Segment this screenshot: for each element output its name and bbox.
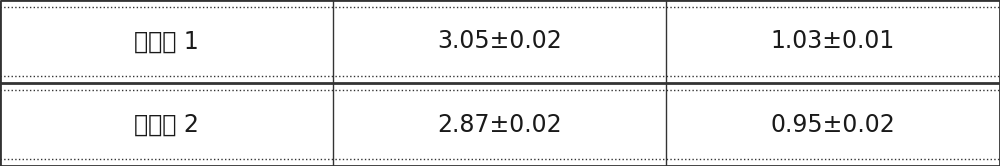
Text: 1.03±0.01: 1.03±0.01 [771,30,895,53]
Text: 对比例 2: 对比例 2 [134,113,199,136]
Text: 2.87±0.02: 2.87±0.02 [437,113,562,136]
Text: 对比例 1: 对比例 1 [134,30,199,53]
Text: 0.95±0.02: 0.95±0.02 [771,113,895,136]
Text: 3.05±0.02: 3.05±0.02 [437,30,562,53]
